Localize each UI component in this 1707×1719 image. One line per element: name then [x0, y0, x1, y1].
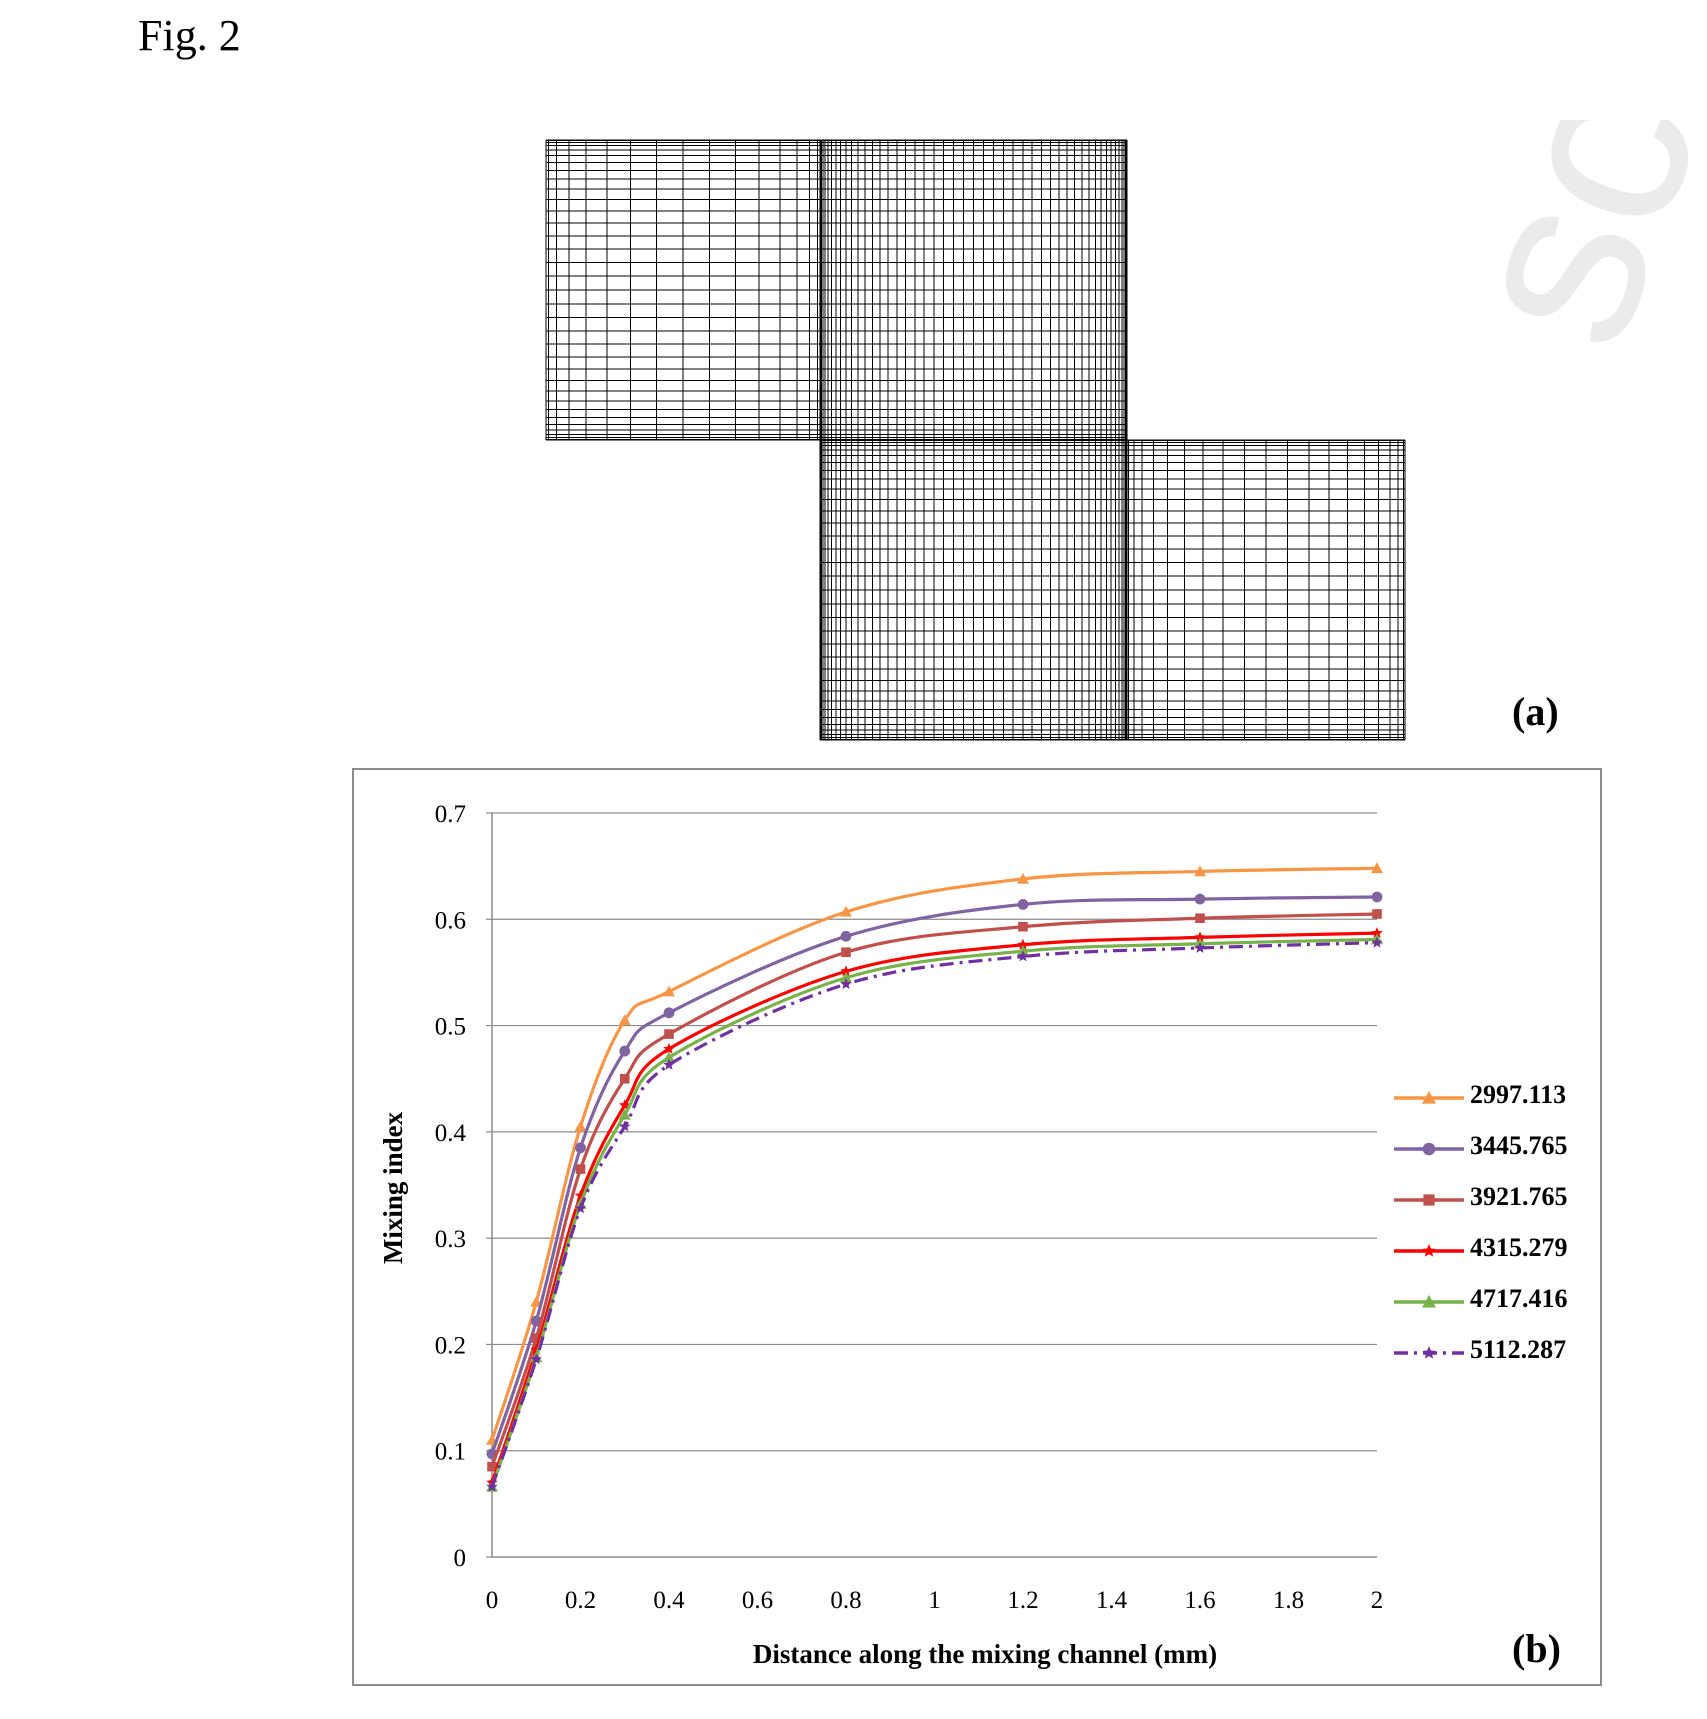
series-3921.765: [487, 909, 1382, 1472]
data-point: [1371, 936, 1383, 948]
x-tick-label: 1.2: [1007, 1587, 1038, 1614]
chart-legend: 2997.113 3445.765 3921.765 4315.279 4717.416…: [1392, 1078, 1592, 1384]
data-point: [486, 1480, 498, 1492]
data-point: [840, 978, 852, 989]
data-point: [1194, 941, 1206, 953]
series-4315.279: [486, 927, 1383, 1488]
legend-swatch: [1394, 1346, 1464, 1359]
legend-swatch: [1394, 1295, 1464, 1308]
x-tick-label: 1.6: [1184, 1587, 1215, 1614]
data-point: [1017, 950, 1029, 962]
x-axis-title: Distance along the mixing channel (mm): [753, 1639, 1217, 1669]
legend-label: 5112.287: [1470, 1335, 1567, 1364]
data-point: [618, 1014, 631, 1026]
legend-item: 2997.113: [1392, 1078, 1592, 1129]
data-point: [574, 1120, 587, 1132]
legend-swatch: [1394, 1194, 1464, 1206]
series-4717.416: [486, 933, 1383, 1492]
data-point: [840, 965, 852, 977]
data-point: [663, 1058, 675, 1070]
data-point: [1194, 931, 1206, 943]
x-tick-label: 0.8: [830, 1587, 861, 1614]
data-point: [575, 1164, 586, 1174]
y-tick-label: 0.4: [435, 1120, 467, 1147]
series-3445.765: [486, 891, 1383, 1460]
series-2997.113: [486, 862, 1383, 1445]
data-point: [530, 1353, 542, 1365]
data-point: [619, 1045, 631, 1057]
x-tick-label: 1.8: [1273, 1587, 1304, 1614]
x-tick-label: 0: [486, 1587, 499, 1614]
legend-swatch: [1394, 1244, 1464, 1257]
series-line: [490, 931, 1378, 1484]
legend-swatch: [1394, 1091, 1464, 1104]
data-point: [1371, 862, 1383, 874]
legend-item: 3445.765: [1392, 1129, 1592, 1180]
legend-label: 2997.113: [1470, 1080, 1567, 1109]
y-tick-label: 0: [454, 1545, 467, 1572]
y-axis-title: Mixing index: [378, 1111, 408, 1264]
data-point: [840, 971, 852, 983]
series-line: [490, 895, 1378, 1455]
x-tick-label: 1: [928, 1587, 941, 1614]
data-point: [1017, 938, 1029, 950]
figure-label: Fig. 2: [138, 11, 241, 60]
data-point: [1017, 899, 1029, 910]
legend-item: 3921.765: [1392, 1180, 1592, 1231]
data-point: [1017, 872, 1029, 884]
y-tick-label: 0.5: [435, 1014, 466, 1041]
series-line: [490, 866, 1378, 1441]
data-point: [1371, 891, 1383, 903]
data-point: [663, 1007, 675, 1019]
data-point: [1194, 893, 1206, 905]
legend-label: 3445.765: [1470, 1131, 1568, 1160]
chart-frame: [352, 768, 1602, 1686]
legend-label: 4315.279: [1470, 1233, 1568, 1262]
data-point: [619, 1120, 631, 1132]
data-point: [1194, 865, 1206, 877]
legend-label: 4717.416: [1470, 1284, 1568, 1313]
y-tick-label: 0.6: [435, 907, 466, 934]
data-point: [840, 930, 852, 942]
data-point: [531, 1333, 542, 1343]
legend-label: 3921.765: [1470, 1182, 1568, 1211]
data-point: [663, 985, 675, 997]
y-tick-label: 0.1: [435, 1439, 466, 1466]
data-point: [619, 1073, 630, 1084]
y-tick-label: 0.3: [435, 1226, 466, 1253]
x-tick-label: 0.4: [653, 1587, 685, 1614]
legend-item: 4717.416: [1392, 1282, 1592, 1333]
x-tick-label: 1.4: [1096, 1587, 1128, 1614]
x-tick-label: 0.2: [565, 1587, 596, 1614]
x-tick-label: 0.6: [742, 1587, 773, 1614]
data-point: [618, 1108, 631, 1120]
data-point: [575, 1142, 586, 1154]
data-point: [1372, 909, 1382, 919]
y-tick-label: 0.2: [435, 1332, 466, 1359]
y-tick-label: 0.7: [435, 801, 466, 828]
data-point: [840, 905, 852, 917]
panel-a-label: (a): [1512, 689, 1559, 734]
data-point: [841, 947, 851, 958]
mesh-diagram: [545, 139, 1406, 741]
data-point: [487, 1461, 497, 1472]
data-point: [664, 1029, 674, 1039]
data-point: [1018, 921, 1028, 932]
data-point: [663, 1042, 675, 1054]
x-tick-label: 2: [1371, 1587, 1384, 1614]
series-5112.287: [486, 936, 1383, 1492]
data-point: [663, 1051, 675, 1063]
series-line: [490, 912, 1378, 1468]
data-point: [1371, 927, 1383, 938]
legend-item: 5112.287: [1392, 1333, 1592, 1384]
legend-swatch: [1394, 1142, 1464, 1156]
legend-item: 4315.279: [1392, 1231, 1592, 1282]
panel-b-label: (b): [1512, 1626, 1561, 1671]
data-point: [1195, 913, 1205, 924]
data-point: [574, 1202, 587, 1214]
